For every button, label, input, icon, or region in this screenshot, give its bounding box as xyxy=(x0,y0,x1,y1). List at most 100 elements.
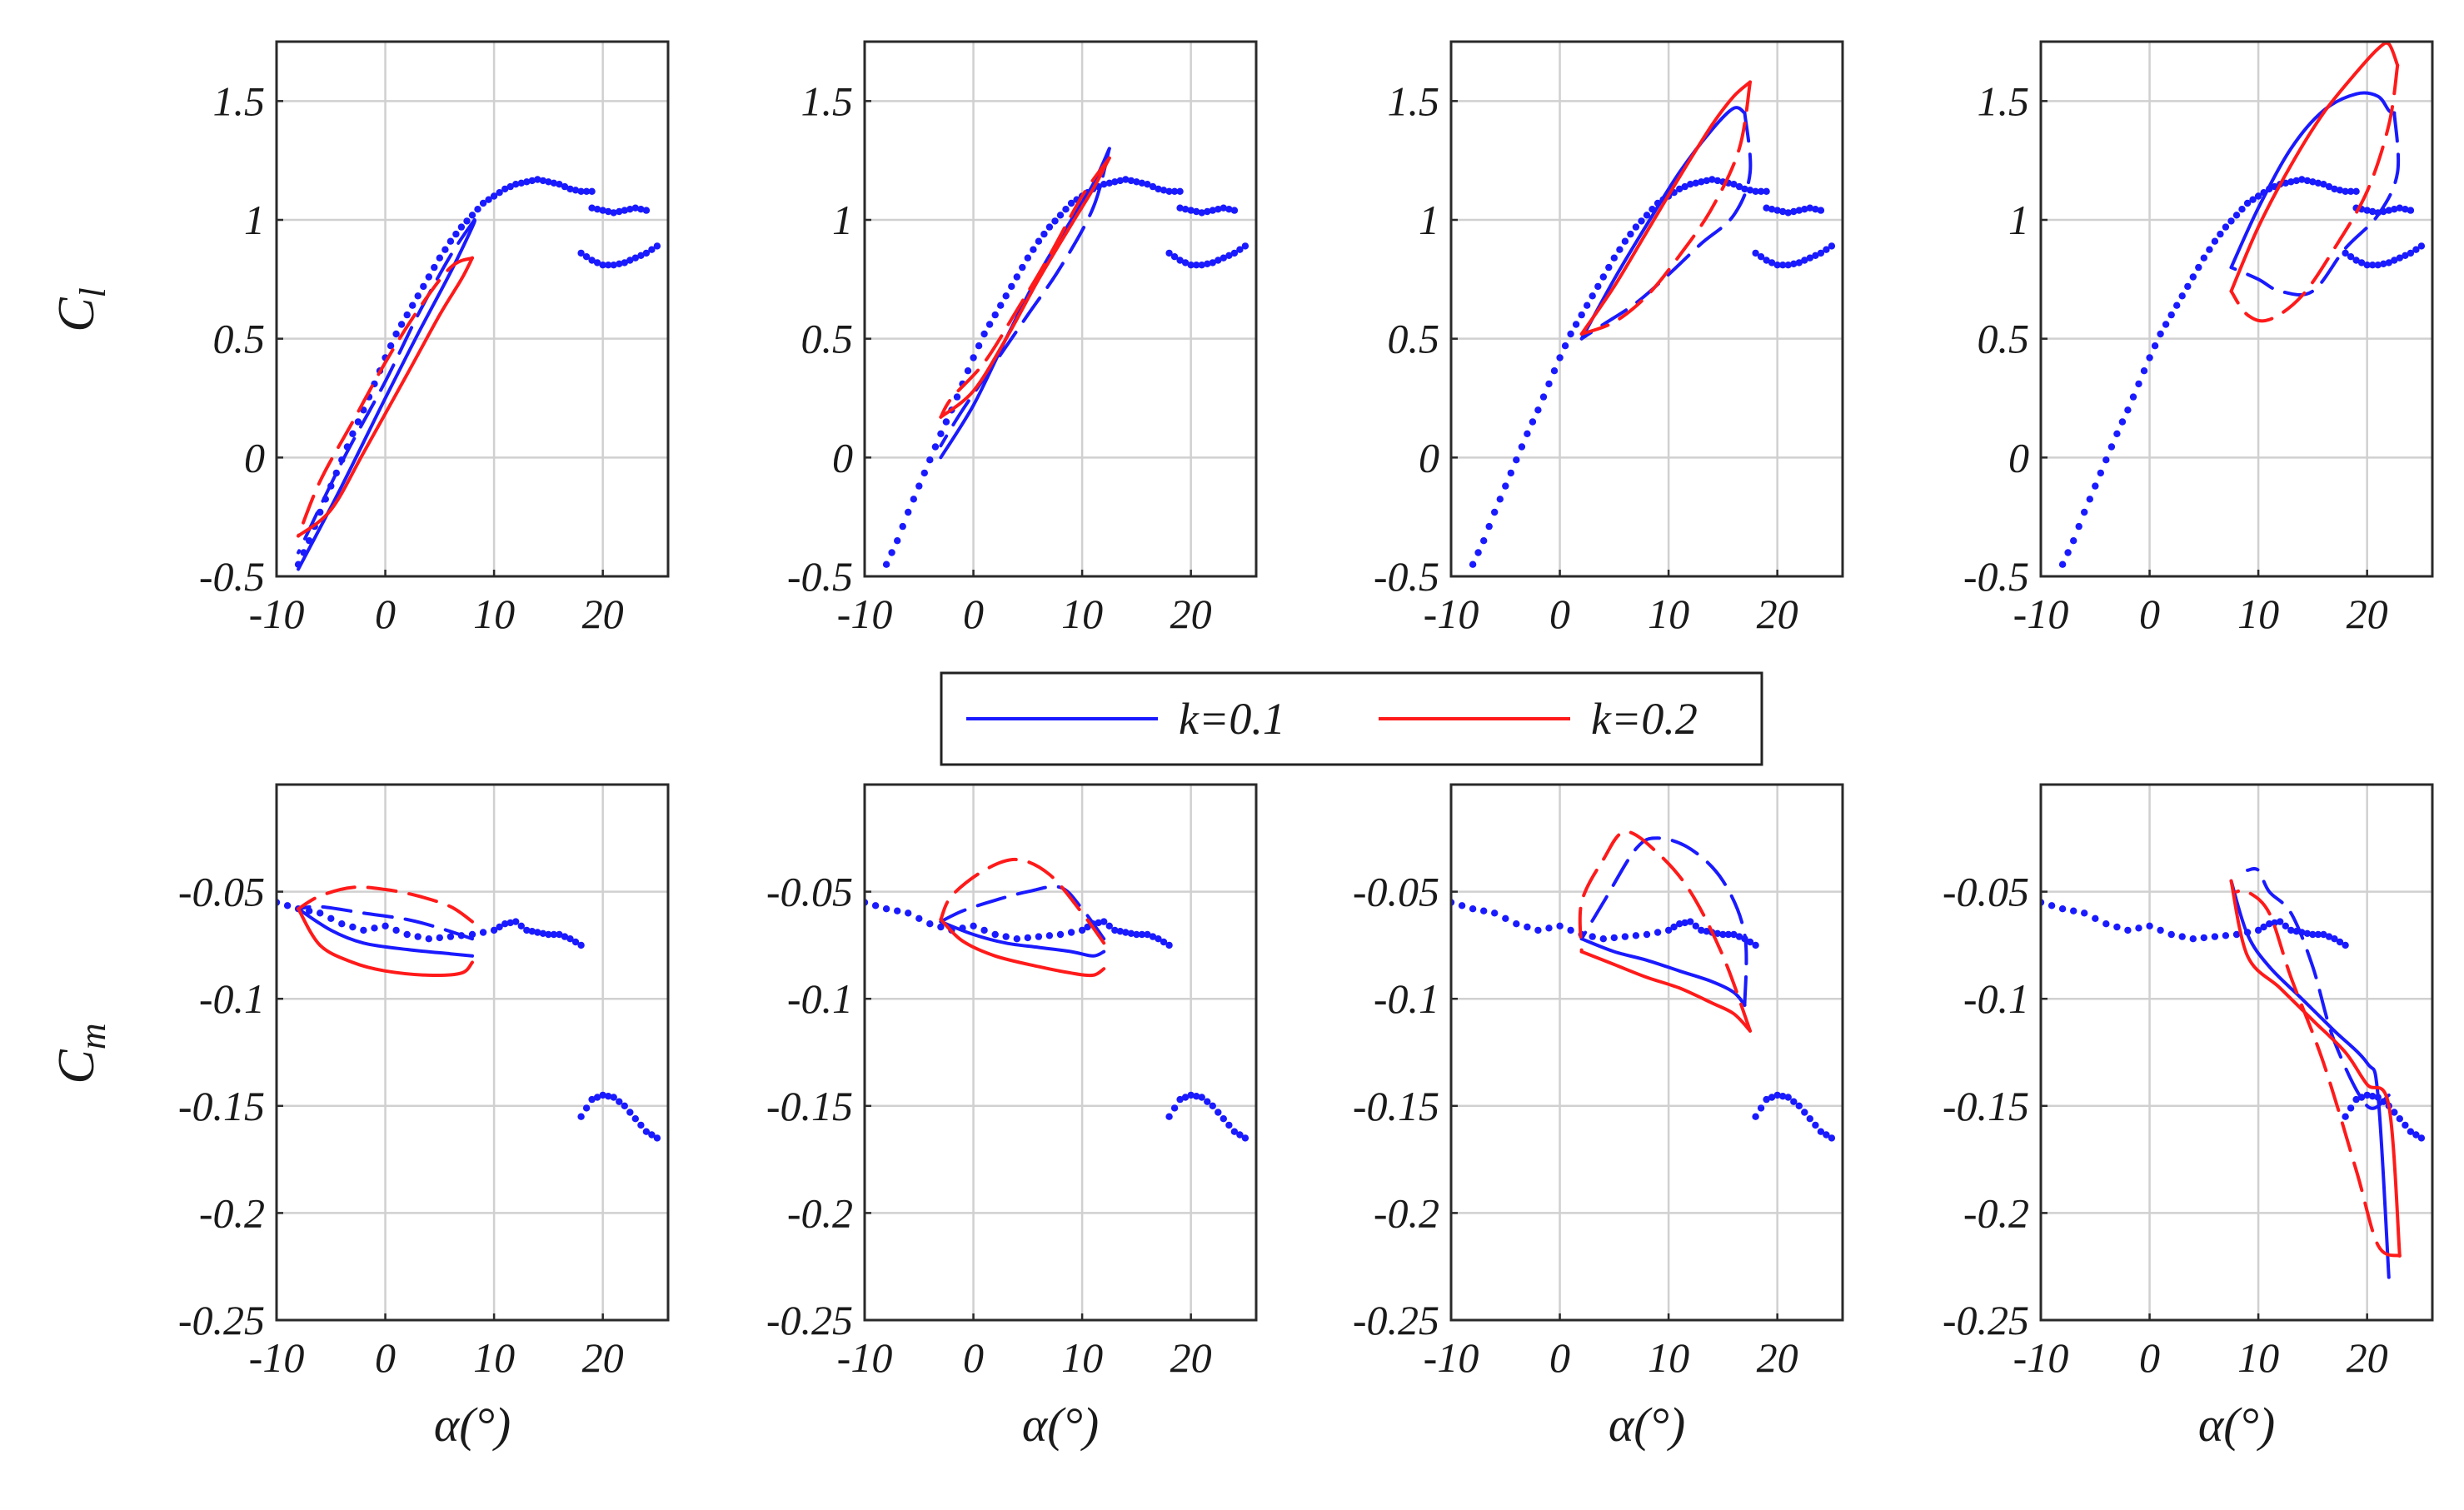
static-cl-point xyxy=(1220,254,1228,262)
cl-k01-downstroke-line xyxy=(939,147,1111,448)
static-cm-point xyxy=(871,902,880,909)
static-cm-point xyxy=(2178,933,2186,940)
static-cl-point xyxy=(616,207,623,216)
static-cl-point xyxy=(1572,321,1580,328)
static-cl-point xyxy=(2369,207,2377,216)
static-cm-point xyxy=(905,909,912,917)
static-cm-point xyxy=(523,926,531,934)
cm-k01-downstroke-line xyxy=(939,885,1106,941)
static-cm-point xyxy=(631,1115,639,1123)
static-cm-point xyxy=(1589,933,1596,940)
static-cm-point xyxy=(1144,930,1151,939)
static-cm-point xyxy=(1599,935,1608,943)
static-cl-point xyxy=(2064,549,2072,556)
static-cl-point xyxy=(2369,262,2377,269)
cm-k02-upstroke-line xyxy=(1579,949,1752,1033)
static-cm-point xyxy=(2135,924,2142,932)
static-cl-point xyxy=(1193,262,1200,269)
static-cl-point xyxy=(2124,406,2132,414)
static-cm-point xyxy=(1621,933,1629,940)
static-cm-point xyxy=(2417,1134,2426,1142)
static-cm-point xyxy=(937,923,945,931)
static-cm-point xyxy=(1198,1094,1205,1101)
y-tick-label: -0.5 xyxy=(1963,553,2029,600)
static-cl-point xyxy=(2407,207,2415,214)
static-cm-point xyxy=(436,934,443,942)
static-cm-point xyxy=(621,1102,628,1110)
static-cm-point xyxy=(1828,1134,1836,1142)
static-cl-point xyxy=(1204,260,1211,267)
static-cm-point xyxy=(2167,930,2175,939)
static-cm-point xyxy=(382,922,389,930)
y-tick-label: -0.5 xyxy=(787,553,853,600)
static-cm-point xyxy=(2309,930,2317,939)
y-tick-label: -0.5 xyxy=(199,553,265,600)
static-cm-point xyxy=(2282,922,2289,930)
static-cl-point xyxy=(1013,273,1021,281)
static-cl-point xyxy=(1828,242,1836,250)
static-cm-point xyxy=(626,1109,634,1116)
static-cl-point xyxy=(1209,207,1217,214)
static-cl-point xyxy=(1160,187,1168,194)
static-cm-point xyxy=(1176,1095,1184,1104)
static-cm-point xyxy=(2266,920,2273,928)
x-tick-label: 0 xyxy=(2139,591,2160,637)
static-cm-point xyxy=(2124,926,2132,934)
static-cl-point xyxy=(588,187,596,195)
static-cm-point xyxy=(2342,1113,2349,1120)
static-cl-point xyxy=(2189,273,2197,281)
x-tick-label: 10 xyxy=(2237,1334,2279,1381)
x-tick-label: -10 xyxy=(1424,1334,1479,1381)
static-cl-point xyxy=(457,223,466,231)
static-cl-point xyxy=(2363,262,2371,269)
static-cl-point xyxy=(354,418,362,426)
static-cm-point xyxy=(1719,930,1727,939)
static-cl-point xyxy=(2118,418,2127,426)
static-cm-point xyxy=(1133,930,1140,939)
static-cm-point xyxy=(1127,929,1135,938)
static-cm-point xyxy=(1122,929,1130,936)
cl-k01-upstroke-line xyxy=(297,218,476,571)
panel-cl-1: -0.5 0 0.5 1 1.5 -10 0 10 20 xyxy=(199,40,670,637)
y-tick-label: 0.5 xyxy=(801,316,854,362)
cl-k01-downstroke-line xyxy=(297,218,476,555)
static-cl-point xyxy=(2151,342,2159,350)
static-cm-point xyxy=(2048,902,2056,909)
cl-k01-upstroke-line xyxy=(2229,91,2397,270)
axes-frame xyxy=(2039,783,2434,1322)
static-cl-point xyxy=(1024,254,1032,262)
static-cm-point xyxy=(1165,1113,1173,1120)
static-cl-point xyxy=(1198,209,1205,217)
static-cl-point xyxy=(1779,207,1787,216)
static-cl-point xyxy=(1746,187,1754,194)
static-cl-point xyxy=(2363,207,2371,214)
static-cl-point xyxy=(1155,185,1162,193)
static-cl-point xyxy=(1176,257,1184,264)
static-cm-point xyxy=(605,1093,612,1100)
y-tick-label: -0.25 xyxy=(1353,1297,1439,1343)
static-cl-point xyxy=(2092,482,2099,490)
static-cm-point xyxy=(970,922,977,930)
static-cm-point xyxy=(1779,1093,1787,1100)
y-tick-label: 1 xyxy=(244,197,265,243)
static-cl-point xyxy=(1703,177,1710,185)
static-cm-point xyxy=(1241,1134,1249,1142)
static-cm-point xyxy=(1773,1091,1781,1099)
static-cl-point xyxy=(1165,187,1173,195)
static-cl-point xyxy=(1763,187,1770,195)
static-cl-point xyxy=(2249,196,2257,203)
static-cm-point xyxy=(1746,938,1754,946)
static-cl-point xyxy=(915,482,923,490)
axes-frame xyxy=(1449,783,1844,1322)
static-cl-point xyxy=(985,321,994,328)
static-cl-point xyxy=(2195,263,2202,272)
static-cl-point xyxy=(1795,259,1803,267)
static-cm-point xyxy=(1138,930,1146,939)
cl-k02-downstroke-line xyxy=(2229,63,2400,323)
static-cl-point xyxy=(653,242,661,250)
static-cm-point xyxy=(2271,919,2278,927)
static-cl-point xyxy=(387,342,395,350)
y-tick-label: -0.15 xyxy=(1353,1083,1439,1129)
static-cm-point xyxy=(653,1134,661,1142)
static-cm-point xyxy=(1225,1121,1233,1129)
